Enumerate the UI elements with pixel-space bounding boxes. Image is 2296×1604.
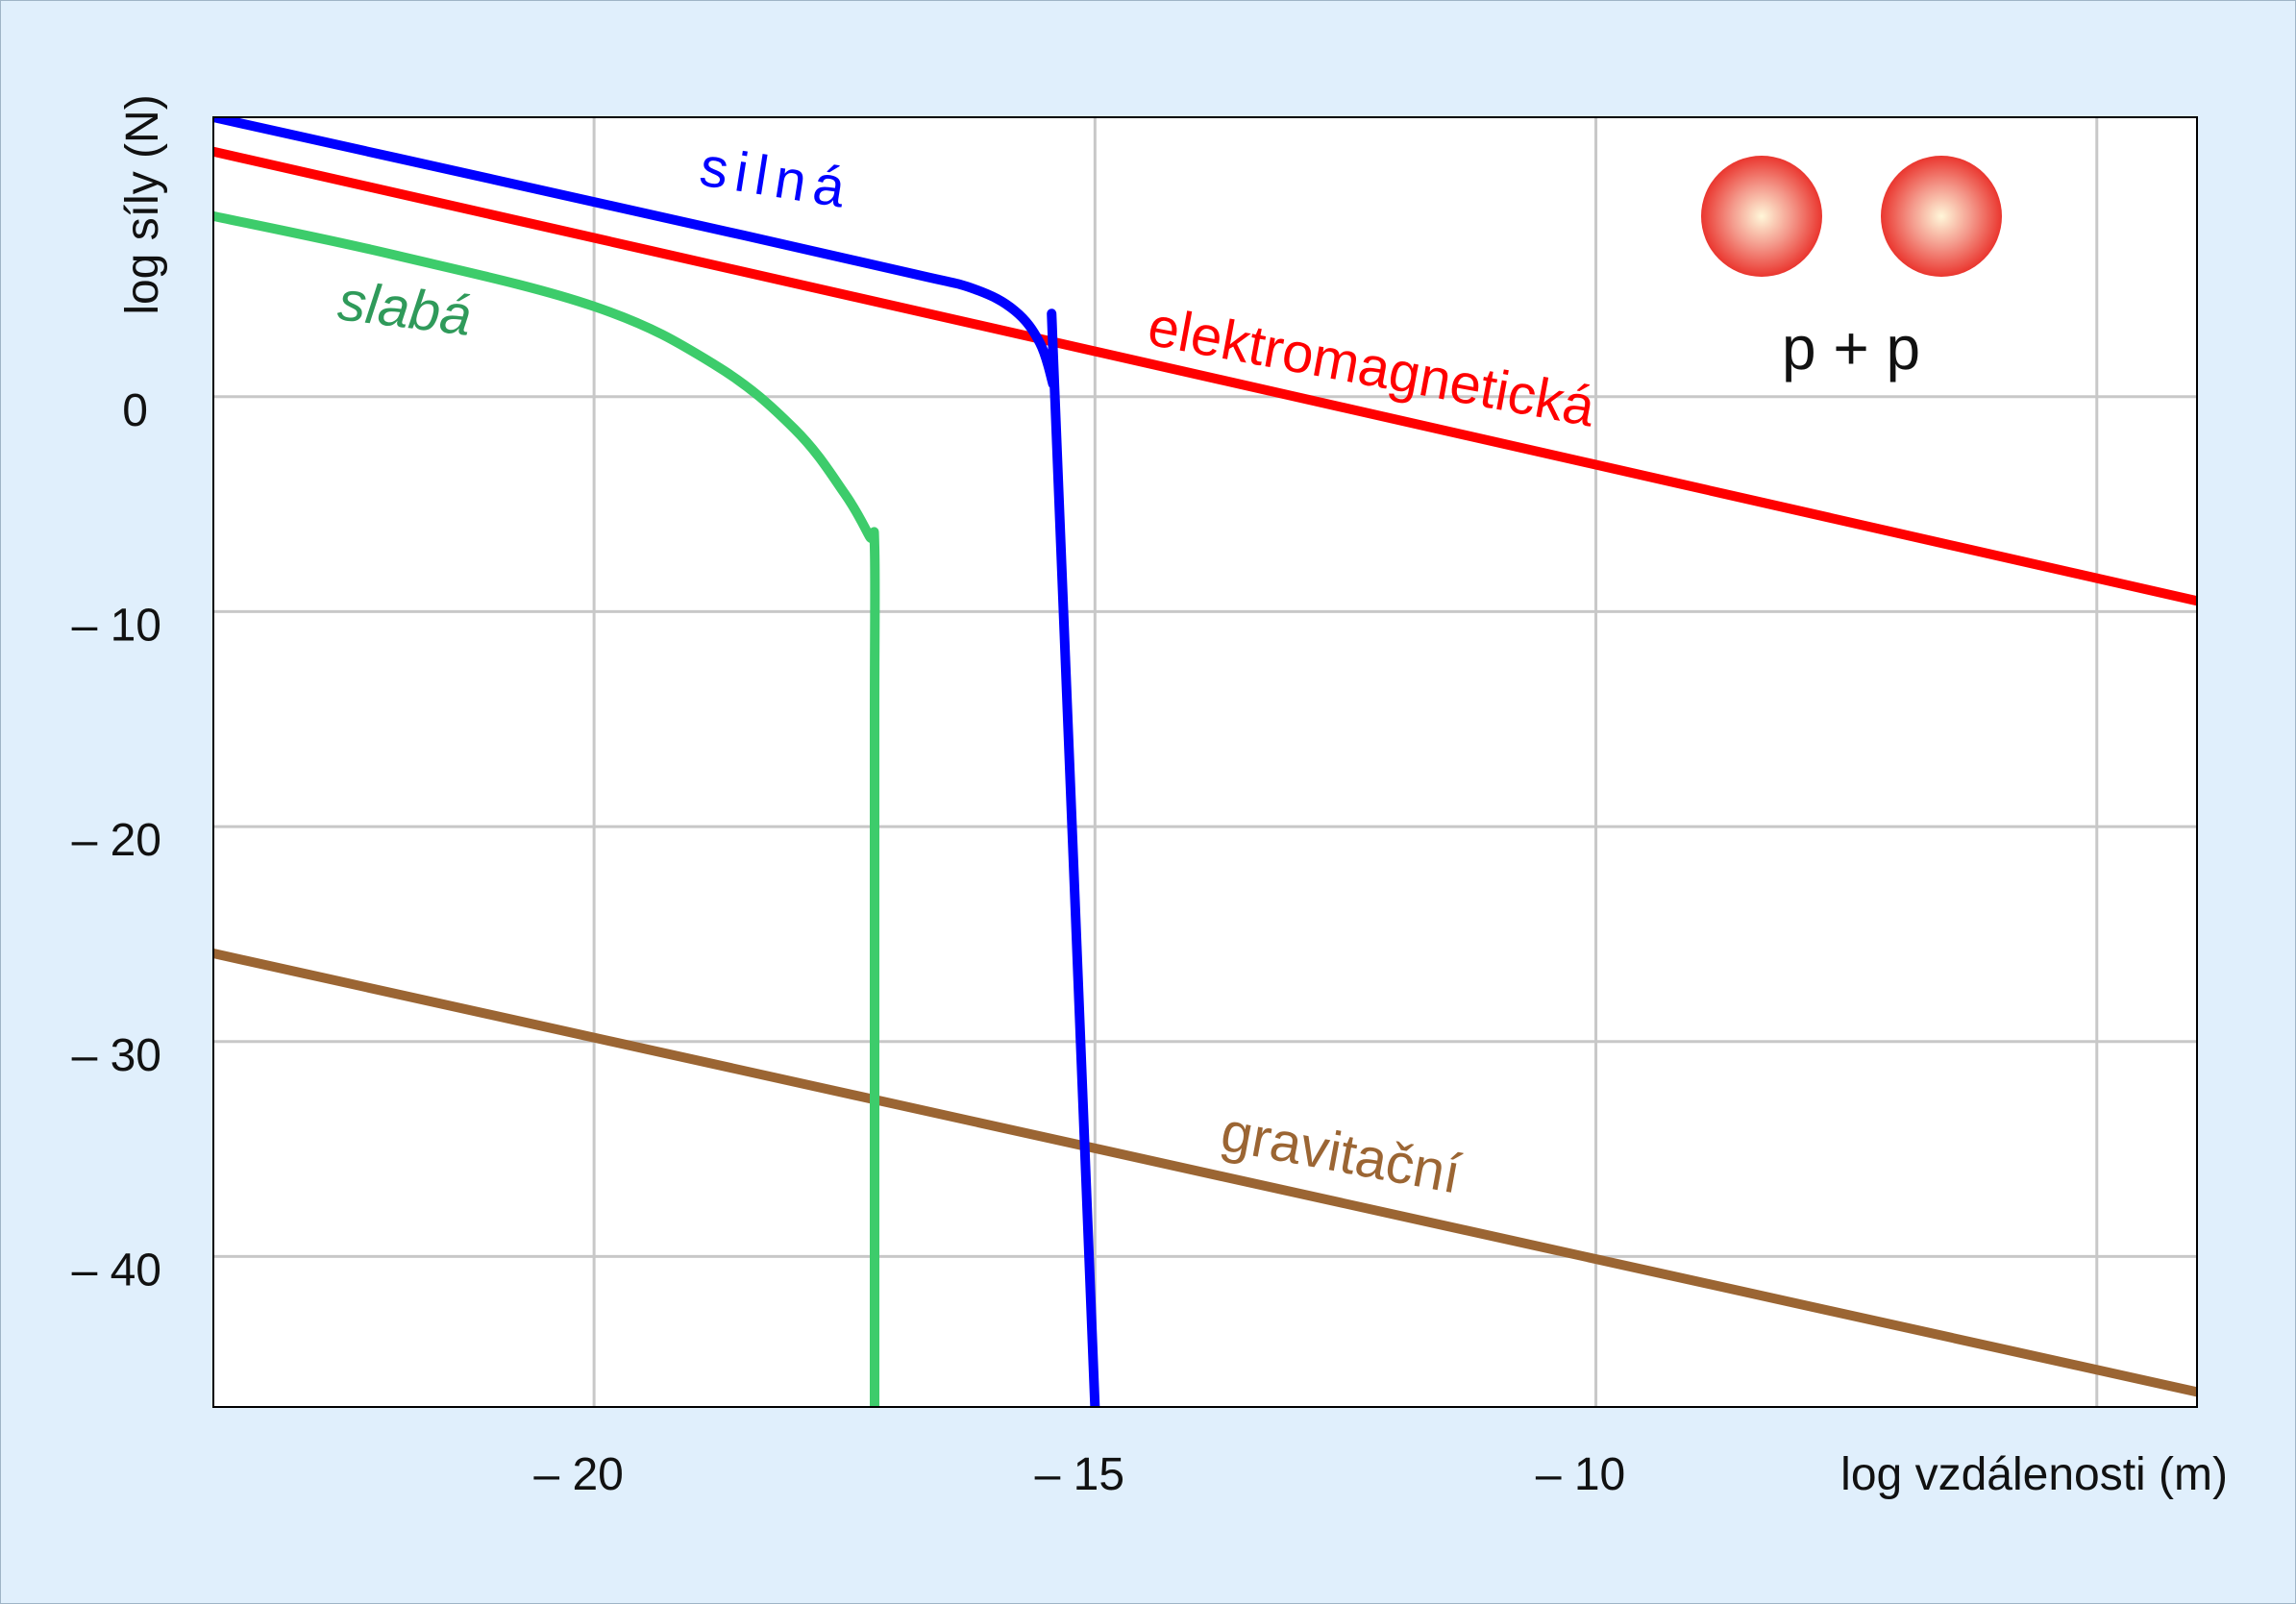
- proton-icon: [1881, 156, 2002, 277]
- series-group: [213, 117, 2197, 1407]
- grid: [213, 117, 2197, 1407]
- y-tick-label: 0: [122, 385, 148, 436]
- plot-area: [213, 117, 2197, 1407]
- y-tick-label: – 30: [72, 1030, 161, 1081]
- x-tick-label: – 20: [533, 1449, 623, 1500]
- series-line-3: [213, 949, 2197, 1397]
- y-axis-label: log síly (N): [117, 94, 168, 314]
- proton-icon: [1701, 156, 1822, 277]
- y-tick-label: – 10: [72, 600, 161, 651]
- x-axis-label: log vzdálenosti (m): [1840, 1449, 2228, 1500]
- x-tick-label: – 15: [1035, 1449, 1124, 1500]
- series-line-2: [213, 210, 880, 1407]
- series-line-0: [213, 146, 2197, 606]
- series-line-1: [213, 117, 1100, 1407]
- proton-pair-label: p + p: [1782, 313, 1920, 382]
- y-tick-labels: 0 – 10 – 20 – 30 – 40: [72, 385, 161, 1296]
- y-tick-label: – 20: [72, 815, 161, 866]
- x-tick-labels: – 20 – 15 – 10: [533, 1449, 1625, 1500]
- x-tick-label: – 10: [1536, 1449, 1625, 1500]
- plot-border: [212, 116, 2198, 1408]
- y-tick-label: – 40: [72, 1245, 161, 1296]
